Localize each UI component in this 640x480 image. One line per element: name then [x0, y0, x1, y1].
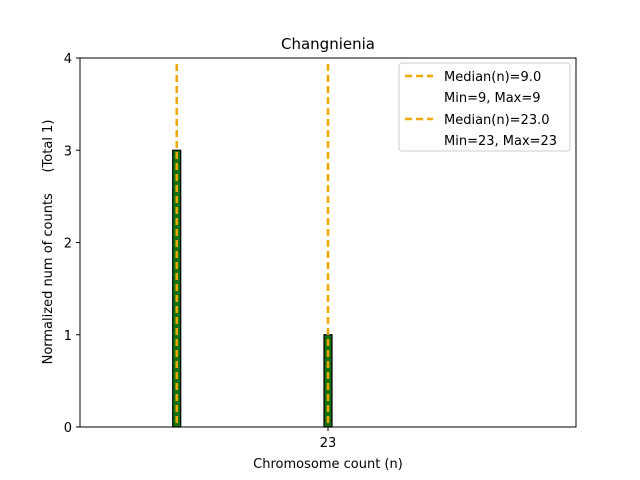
legend: Median(n)=9.0 Min=9, Max=9 Median(n)=23.…	[398, 62, 571, 152]
y-tick-label: 1	[64, 329, 72, 344]
y-tick-label: 4	[64, 52, 72, 67]
legend-label-1: Median(n)=9.0	[444, 70, 541, 85]
chart-title: Changnienia	[281, 35, 375, 53]
legend-range-2: Min=23, Max=23	[444, 134, 557, 149]
x-axis-label: Chromosome count (n)	[253, 457, 403, 472]
y-tick-label: 0	[64, 421, 72, 436]
legend-label-2: Median(n)=23.0	[444, 113, 550, 128]
histogram-bar	[323, 334, 333, 428]
legend-frame	[398, 62, 571, 152]
y-axis-label: Normalized num of counts (Total 1)	[41, 120, 56, 365]
y-tick-label: 2	[64, 237, 72, 252]
x-axis: 23	[320, 427, 337, 451]
x-tick-label: 23	[320, 436, 337, 451]
y-axis: 0 1 2 3 4	[64, 52, 80, 436]
legend-range-1: Min=9, Max=9	[444, 91, 541, 106]
y-tick-label: 3	[64, 144, 72, 159]
